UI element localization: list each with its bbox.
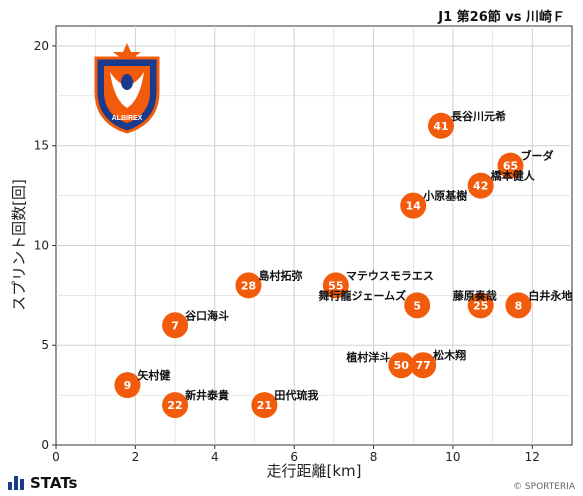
player-name-label: 松木翔 (433, 348, 466, 362)
bar-chart-icon (8, 476, 24, 490)
point-number: 5 (413, 299, 421, 312)
credit-text: © SPORTERIA (513, 482, 575, 492)
point-marker (428, 112, 455, 139)
data-points: 41長谷川元希65ブーダ42橋本健人14小原基樹28島村拓弥55マテウスモラエス… (114, 109, 572, 419)
player-name-label: マテウスモラエス (346, 269, 434, 282)
point-number: 25 (473, 299, 488, 312)
player-name-label: 島村拓弥 (259, 268, 303, 282)
x-tick-label: 2 (132, 450, 140, 464)
x-tick-label: 6 (290, 450, 298, 464)
point-marker (404, 292, 431, 319)
y-axis-label: スプリント回数[回] (10, 179, 28, 311)
chart-title: J1 第26節 vs 川崎Ｆ (438, 10, 565, 25)
y-tick-label: 10 (34, 238, 49, 252)
x-axis-label: 走行距離[km] (266, 462, 361, 480)
point-marker (235, 272, 262, 299)
player-point: 9 矢村健 (114, 368, 171, 399)
player-name-label: 長谷川元希 (451, 109, 506, 123)
point-marker (400, 192, 427, 219)
point-number: 21 (257, 399, 272, 412)
point-number: 7 (171, 319, 179, 332)
x-tick-label: 0 (52, 450, 60, 464)
x-tick-label: 8 (370, 450, 378, 464)
stats-logo: STATs (8, 474, 77, 492)
point-number: 22 (167, 399, 182, 412)
brand-text: STATs (30, 474, 78, 492)
y-tick-label: 5 (41, 338, 49, 352)
player-name-label: 植村洋斗 (345, 350, 390, 364)
point-marker (505, 292, 532, 319)
player-name-label: 小原基樹 (422, 189, 467, 203)
point-number: 55 (328, 279, 343, 292)
player-point: 50 植村洋斗 (345, 350, 415, 379)
crest-text: ALBIREX (112, 115, 143, 122)
point-number: 77 (415, 359, 430, 372)
player-point: 8 白井永地 (505, 288, 572, 319)
y-tick-label: 0 (41, 438, 49, 452)
axes: 0 2 4 6 8 10 12 0 5 10 15 20 (34, 39, 540, 464)
point-number: 41 (433, 120, 448, 133)
x-tick-label: 4 (211, 450, 219, 464)
x-tick-label: 10 (445, 450, 460, 464)
point-number: 9 (124, 379, 132, 392)
y-tick-label: 20 (34, 39, 49, 53)
player-name-label: 谷口海斗 (185, 308, 229, 322)
x-tick-label: 12 (525, 450, 540, 464)
point-marker (410, 352, 437, 379)
point-marker (114, 372, 141, 399)
player-name-label: 橋本健人 (491, 169, 536, 183)
albirex-niigata-crest-icon: ALBIREX (94, 43, 160, 134)
y-tick-label: 15 (34, 139, 49, 153)
point-marker (162, 392, 189, 419)
point-marker (467, 292, 494, 319)
point-number: 65 (503, 160, 518, 173)
player-point: 7 谷口海斗 (162, 308, 229, 339)
point-marker (467, 172, 494, 199)
player-name-label: 新井泰貴 (185, 388, 229, 402)
point-marker (388, 352, 415, 379)
player-point: 5 舞行龍ジェームズ (319, 288, 431, 319)
player-name-label: ブーダ (520, 149, 553, 163)
point-number: 42 (473, 180, 488, 193)
point-number: 8 (515, 299, 523, 312)
player-name-label: 舞行龍ジェームズ (319, 288, 407, 302)
point-number: 50 (394, 359, 410, 372)
point-marker (251, 392, 278, 419)
point-marker (322, 272, 349, 299)
player-name-label: 田代琉我 (274, 388, 318, 402)
point-marker (497, 152, 524, 179)
point-number: 28 (241, 279, 256, 292)
player-name-label: 藤原奏哉 (453, 288, 497, 302)
point-number: 14 (406, 200, 422, 213)
player-name-label: 白井永地 (528, 288, 572, 302)
point-marker (162, 312, 189, 339)
player-name-label: 矢村健 (137, 368, 171, 382)
